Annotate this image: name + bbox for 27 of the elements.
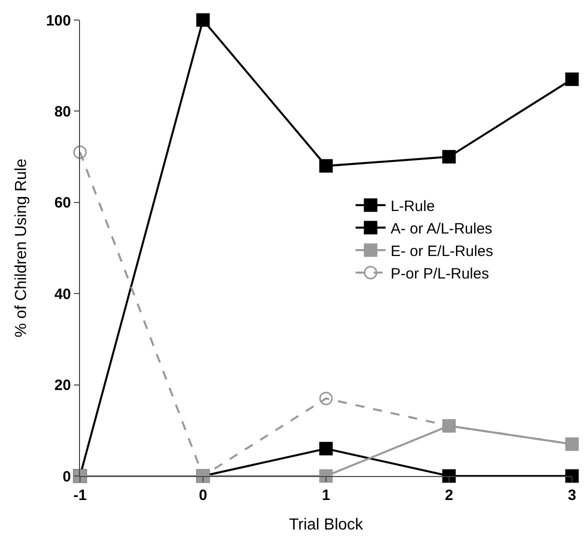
legend-label: E- or E/L-Rules <box>390 242 494 260</box>
legend-label: A- or A/L-Rules <box>390 220 492 238</box>
point <box>319 392 333 406</box>
y-tick-label: 80 <box>54 103 71 120</box>
y-tick-label: 40 <box>54 286 71 303</box>
point <box>565 469 579 483</box>
x-tick-label: 2 <box>444 487 454 504</box>
y-tick-label: 0 <box>62 468 71 486</box>
y-tick-label: 20 <box>54 377 71 394</box>
point <box>319 469 333 483</box>
point <box>442 150 456 164</box>
legend-label: P-or P/L-Rules <box>390 265 489 282</box>
x-tick-label: 0 <box>198 487 208 504</box>
y-tick-label: 100 <box>46 12 71 30</box>
point <box>196 13 210 27</box>
x-axis-title: Trial Block <box>288 516 364 534</box>
point <box>319 159 333 173</box>
y-tick-label: 60 <box>54 194 71 212</box>
legend-label: L-Rule <box>390 198 435 215</box>
point <box>565 72 579 86</box>
point <box>319 442 333 456</box>
point <box>73 145 87 159</box>
x-tick-label: 3 <box>568 487 576 504</box>
y-axis-title: % of Children Using Rule <box>12 158 30 338</box>
x-tick-label: -1 <box>73 487 87 504</box>
x-tick-label: 1 <box>322 487 330 504</box>
point <box>442 469 456 483</box>
